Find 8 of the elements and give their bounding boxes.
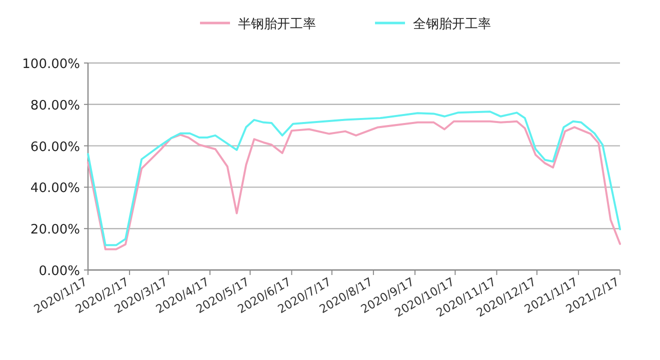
y-tick-label: 0.00% [38, 264, 80, 279]
y-tick-label: 60.00% [30, 140, 80, 155]
legend-label: 全钢胎开工率 [413, 16, 491, 32]
y-tick-label: 80.00% [30, 98, 80, 114]
y-tick-label: 20.00% [30, 222, 80, 238]
y-tick-label: 40.00% [30, 181, 80, 196]
legend-label: 半钢胎开工率 [238, 16, 316, 32]
y-tick-label: 100.00% [22, 57, 80, 72]
